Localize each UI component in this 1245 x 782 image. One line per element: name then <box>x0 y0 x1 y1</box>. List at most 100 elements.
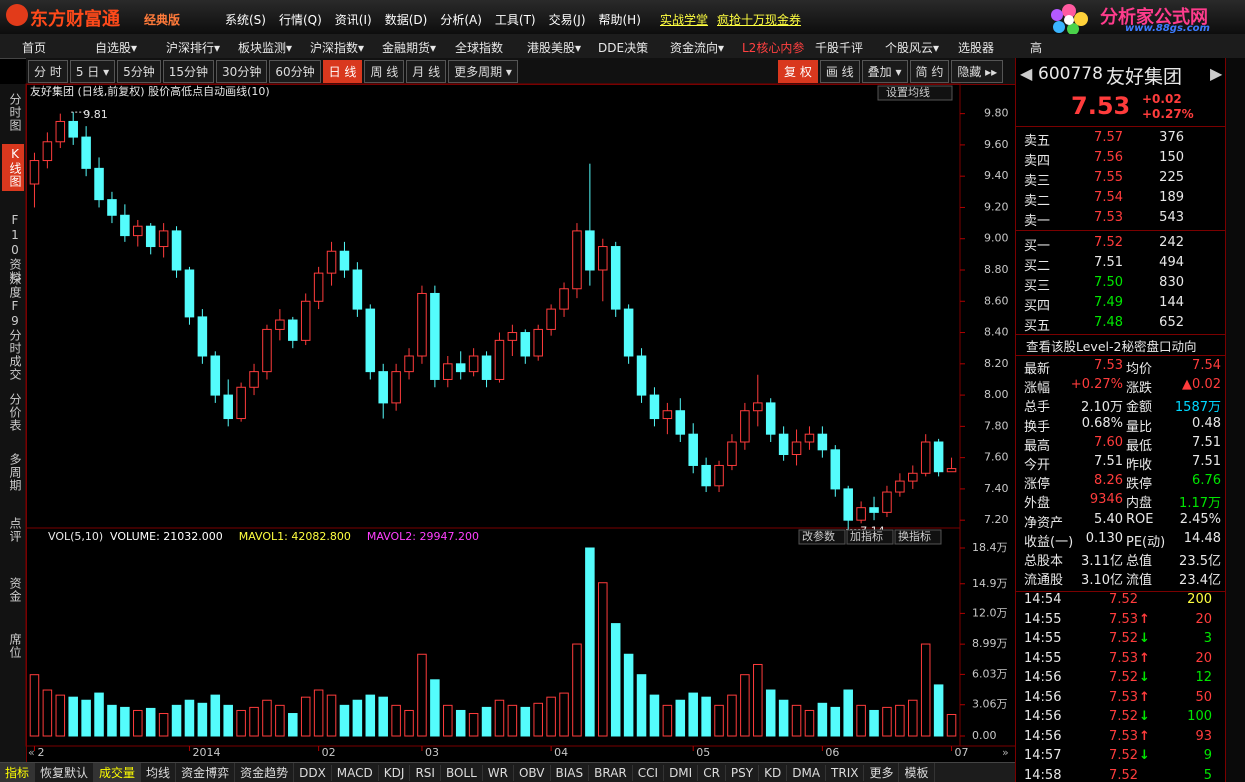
indicator-tab[interactable]: DDX <box>294 765 332 781</box>
tick-direction: ↑ <box>1139 689 1150 705</box>
tick-volume: 9 <box>1203 748 1212 763</box>
tick-direction: ↓ <box>1139 709 1150 724</box>
menu-item[interactable]: 工具(T) <box>494 13 536 27</box>
high-mark-label: 9.81 <box>83 108 108 121</box>
period-button[interactable]: 月 线 <box>406 60 447 83</box>
menu-item[interactable]: 系统(S) <box>225 13 266 27</box>
nav-item[interactable]: 高 <box>1030 41 1043 55</box>
nav-item[interactable]: 资金流向▾ <box>670 41 725 55</box>
candle-body <box>262 328 272 373</box>
menu-item[interactable]: 分析(A) <box>440 13 482 27</box>
nav-item[interactable]: DDE决策 <box>598 41 649 55</box>
indicator-tab[interactable]: BOLL <box>441 765 483 781</box>
menu-item[interactable]: 资讯(I) <box>334 13 372 27</box>
prev-stock[interactable]: ◀ <box>1020 64 1033 83</box>
nav-item[interactable]: 板块监测▾ <box>238 41 293 55</box>
nav-item[interactable]: 首页 <box>22 41 47 55</box>
side-tab[interactable]: 资金 <box>8 577 22 603</box>
tool-button[interactable]: 画 线 <box>819 60 860 83</box>
volume-bar <box>598 582 608 737</box>
volume-bar <box>856 704 866 737</box>
menu-item[interactable]: 数据(D) <box>384 13 428 27</box>
indicator-tab[interactable]: 资金博弈 <box>176 763 236 782</box>
indicator-tab[interactable]: KD <box>759 765 788 781</box>
stat-value: 0.68% <box>1081 415 1123 431</box>
nav-item[interactable]: 沪深指数▾ <box>310 41 365 55</box>
period-button[interactable]: 60分钟 <box>269 60 321 83</box>
period-button[interactable]: 更多周期 ▾ <box>448 60 518 83</box>
nav-item[interactable]: L2核心内参 <box>742 41 805 55</box>
volume-bar <box>804 709 815 737</box>
indicator-tab[interactable]: MACD <box>332 765 379 781</box>
stat-value: ▲0.02 <box>1182 377 1221 393</box>
side-tab[interactable]: 分时图 <box>8 93 22 132</box>
y-tick-label: 9.20 <box>984 200 1009 213</box>
side-tab[interactable]: 点评 <box>8 517 22 543</box>
next-stock[interactable]: ▶ <box>1210 64 1223 83</box>
indicator-tab[interactable]: CCI <box>633 765 665 781</box>
indicator-tab[interactable]: RSI <box>410 765 441 781</box>
tick-price: 7.52 <box>1109 709 1138 724</box>
nav-item[interactable]: 港股美股▾ <box>527 41 582 55</box>
tool-button[interactable]: 复 权 <box>778 60 818 83</box>
period-button[interactable]: 15分钟 <box>162 60 215 83</box>
period-button[interactable]: 5 日 ▾ <box>69 60 116 83</box>
nav-item[interactable]: 沪深排行▾ <box>166 41 221 55</box>
tool-button[interactable]: 简 约 <box>909 60 950 83</box>
side-tab[interactable]: 分时成交 <box>8 329 22 381</box>
indicator-tab[interactable]: 恢复默认 <box>35 763 95 782</box>
side-tab[interactable]: 多周期 <box>8 453 22 492</box>
indicator-tab[interactable]: PSY <box>726 765 760 781</box>
indicator-tab[interactable]: BIAS <box>551 765 590 781</box>
candle-body <box>559 288 569 310</box>
stat-label: 金额 <box>1126 400 1153 416</box>
tool-button[interactable]: 隐藏 ▸▸ <box>951 60 1004 83</box>
volume-bar <box>753 663 763 737</box>
indicator-tab[interactable]: WR <box>483 765 514 781</box>
tick-direction: ↓ <box>1139 748 1150 763</box>
tool-button[interactable]: 叠加 ▾ <box>861 60 908 83</box>
period-button[interactable]: 分 时 <box>28 60 68 83</box>
side-tab[interactable]: 分价表 <box>8 393 22 432</box>
indicator-tab[interactable]: TRIX <box>826 765 865 781</box>
side-tab[interactable]: 深度F9 <box>8 273 22 329</box>
menu-item[interactable]: 交易(J) <box>548 13 586 27</box>
indicator-tab[interactable]: CR <box>698 765 726 781</box>
nav-item[interactable]: 个股风云▾ <box>885 41 940 55</box>
indicator-tab[interactable]: DMI <box>664 765 699 781</box>
nav-item[interactable]: 千股千评 <box>815 41 864 55</box>
candle-body <box>675 410 686 435</box>
period-button[interactable]: 日 线 <box>322 60 363 83</box>
indicator-tab[interactable]: 模板 <box>899 763 935 782</box>
indicator-tab[interactable]: OBV <box>514 765 551 781</box>
nav-item[interactable]: 选股器 <box>958 41 995 55</box>
level2-link[interactable]: 查看该股Level-2秘密盘口动向 <box>1026 339 1197 354</box>
side-tab[interactable]: F10资料 <box>8 213 22 284</box>
nav-item[interactable]: 金融期货▾ <box>382 41 437 55</box>
tick-price: 7.52 <box>1109 767 1138 782</box>
side-tab[interactable]: K线图 <box>2 144 24 191</box>
nav-item[interactable]: 自选股▾ <box>95 41 138 55</box>
period-button[interactable]: 5分钟 <box>117 60 161 83</box>
menu-item[interactable]: 行情(Q) <box>278 13 322 27</box>
indicator-tab[interactable]: 成交量 <box>94 763 142 782</box>
period-button[interactable]: 周 线 <box>364 60 405 83</box>
indicator-tab[interactable]: 指标 <box>0 763 36 782</box>
side-tab[interactable]: 席位 <box>8 633 22 659</box>
tick-time: 14:57 <box>1024 748 1062 763</box>
indicator-tab[interactable]: BRAR <box>589 765 633 781</box>
menu-item[interactable]: 帮助(H) <box>598 13 641 27</box>
nav-item[interactable]: 全球指数 <box>455 41 504 55</box>
y-tick-label: 12.0万 <box>972 606 1008 619</box>
indicator-tab[interactable]: DMA <box>787 765 827 781</box>
promo-link[interactable]: 实战学堂 <box>660 13 709 27</box>
volume-bar <box>675 699 686 737</box>
period-button[interactable]: 30分钟 <box>216 60 268 83</box>
tick-direction: ↑ <box>1139 728 1150 744</box>
indicator-tab[interactable]: 资金趋势 <box>235 763 295 782</box>
indicator-tab[interactable]: 更多 <box>864 763 900 782</box>
indicator-tab[interactable]: 均线 <box>141 763 177 782</box>
indicator-tab[interactable]: KDJ <box>379 765 411 781</box>
panel-button-frame <box>846 529 894 545</box>
promo-link[interactable]: 疯抢十万现金券 <box>717 13 802 27</box>
